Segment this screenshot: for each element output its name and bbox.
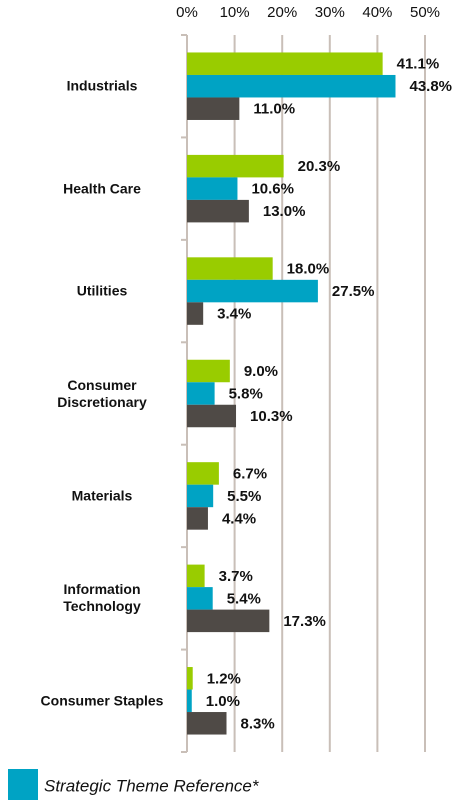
bar xyxy=(187,689,192,713)
bar xyxy=(187,462,219,485)
x-tick-label: 40% xyxy=(362,4,392,21)
x-tick-label: 20% xyxy=(267,4,297,21)
bar xyxy=(187,667,193,690)
value-label: 6.7% xyxy=(233,465,267,482)
value-label: 10.6% xyxy=(251,181,294,198)
value-label: 17.3% xyxy=(283,613,326,630)
value-label: 27.5% xyxy=(332,283,375,300)
bar xyxy=(187,587,213,610)
category-label: Consumer Staples xyxy=(40,692,164,709)
category-label: Information Technology xyxy=(63,581,141,615)
x-tick-label: 10% xyxy=(220,4,250,21)
x-tick-label: 30% xyxy=(315,4,345,21)
bar xyxy=(187,359,230,383)
value-label: 43.8% xyxy=(409,78,452,95)
value-label: 1.0% xyxy=(206,693,240,710)
bar xyxy=(187,302,204,325)
value-label: 3.4% xyxy=(217,306,251,323)
category-label: Consumer Discretionary xyxy=(57,376,147,410)
category-label: Industrials xyxy=(66,77,138,94)
category-label: Health Care xyxy=(63,180,141,197)
bar xyxy=(187,609,270,633)
bar xyxy=(187,177,238,200)
bar xyxy=(187,404,237,428)
category-label: Materials xyxy=(71,487,133,504)
x-tick-label: 0% xyxy=(176,4,198,21)
bar xyxy=(187,484,214,508)
value-label: 5.8% xyxy=(229,385,263,402)
value-label: 11.0% xyxy=(253,101,295,118)
category-label: Utilities xyxy=(76,282,128,299)
value-label: 9.0% xyxy=(244,363,278,380)
value-label: 8.3% xyxy=(241,715,275,732)
legend-label: Strategic Theme Reference* xyxy=(44,776,260,795)
legend-swatch xyxy=(8,769,38,800)
value-label: 10.3% xyxy=(250,408,293,425)
bar xyxy=(187,257,273,280)
bar xyxy=(187,154,284,178)
bar xyxy=(187,52,383,75)
value-label: 13.0% xyxy=(263,203,306,220)
x-tick-label: 50% xyxy=(410,4,440,21)
value-label: 1.2% xyxy=(207,670,241,687)
bar xyxy=(187,74,396,98)
value-label: 20.3% xyxy=(298,158,341,175)
value-label: 5.4% xyxy=(227,590,261,607)
bar xyxy=(187,199,249,223)
value-label: 3.7% xyxy=(219,568,253,585)
value-label: 18.0% xyxy=(287,261,330,278)
bar xyxy=(187,382,215,405)
bar xyxy=(187,97,240,120)
bar xyxy=(187,564,205,588)
value-label: 4.4% xyxy=(222,510,256,527)
bar xyxy=(187,507,208,530)
value-label: 41.1% xyxy=(397,56,440,73)
value-label: 5.5% xyxy=(227,488,261,505)
bar xyxy=(187,712,227,735)
bar xyxy=(187,279,318,303)
